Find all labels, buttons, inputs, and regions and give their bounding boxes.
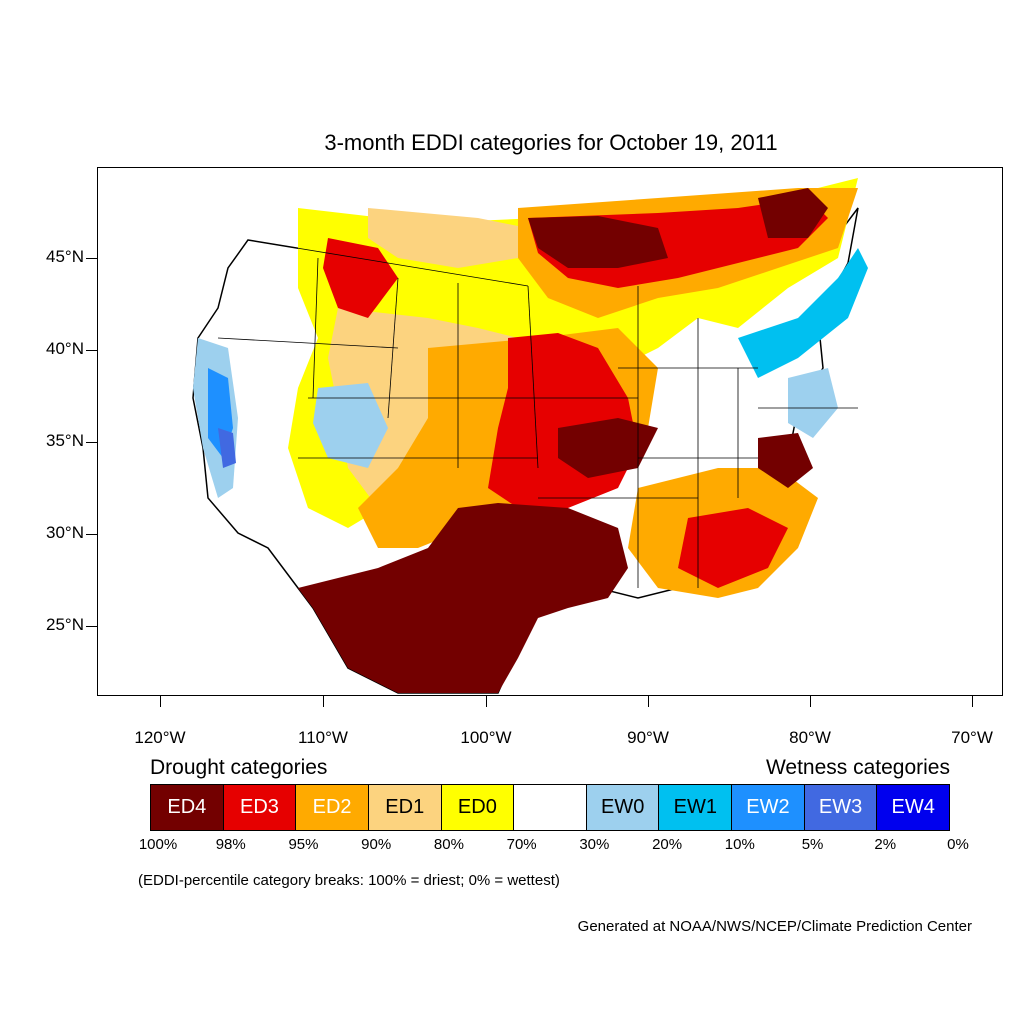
legend-cell-neutral: [514, 785, 587, 830]
percentile-label: 98%: [215, 836, 246, 853]
lat-label-25n: 25°N: [46, 615, 84, 634]
lon-tick: [972, 696, 973, 707]
lon-tick: [810, 696, 811, 707]
lon-label-100w: 100°W: [460, 728, 512, 747]
legend-cell-ew1: EW1: [659, 785, 733, 830]
legend-cell-ew0: EW0: [586, 785, 660, 830]
ed3-region-southeast: [678, 508, 788, 588]
lat-tick: [86, 350, 97, 351]
ed1-region-north: [368, 208, 528, 268]
legend-cell-ew4: EW4: [877, 785, 950, 830]
ew0-region-midatlantic: [788, 368, 838, 438]
percentile-label: 80%: [433, 836, 464, 853]
drought-heading: Drought categories: [150, 756, 328, 779]
ew3-region-california: [218, 428, 236, 468]
lon-label-70w: 70°W: [951, 728, 993, 747]
category-note: (EDDI-percentile category breaks: 100% =…: [138, 872, 560, 889]
percentile-label: 2%: [874, 836, 897, 853]
lat-label-35n: 35°N: [46, 431, 84, 450]
legend-colorbar: ED4 ED3 ED2 ED1 ED0 EW0 EW1 EW2 EW3 EW4: [150, 784, 950, 831]
ed4-region-texas: [298, 503, 628, 693]
lon-tick: [486, 696, 487, 707]
lon-label-120w: 120°W: [134, 728, 186, 747]
lat-tick: [86, 534, 97, 535]
percentile-label: 30%: [579, 836, 610, 853]
percentile-label: 100%: [138, 836, 178, 853]
ed4-region-ontario: [758, 188, 828, 238]
legend-cell-ed2: ED2: [296, 785, 369, 830]
lat-label-30n: 30°N: [46, 523, 84, 542]
ed4-region-minnesota: [528, 216, 668, 268]
lat-label-45n: 45°N: [46, 247, 84, 266]
eddi-map: [192, 178, 868, 694]
ed3-region-montana: [323, 238, 398, 318]
percentile-label: 5%: [801, 836, 824, 853]
lon-tick: [648, 696, 649, 707]
lat-label-40n: 40°N: [46, 339, 84, 358]
lat-tick: [86, 442, 97, 443]
percentile-label: 70%: [506, 836, 537, 853]
ew1-region-northeast: [738, 248, 868, 378]
wetness-heading: Wetness categories: [765, 756, 950, 779]
legend-cell-ed3: ED3: [223, 785, 297, 830]
percentile-label: 95%: [288, 836, 319, 853]
map-area: [97, 167, 1003, 696]
state-borders: [217, 239, 858, 588]
lon-tick: [160, 696, 161, 707]
lon-label-80w: 80°W: [789, 728, 831, 747]
legend-cell-ed0: ED0: [441, 785, 515, 830]
lon-label-90w: 90°W: [627, 728, 669, 747]
lat-tick: [86, 258, 97, 259]
ed4-region-ozarks: [558, 418, 658, 478]
map-title: 3-month EDDI categories for October 19, …: [324, 130, 778, 155]
percentile-label: 0%: [947, 836, 969, 853]
ed4-region-carolina: [758, 433, 813, 488]
lon-tick: [323, 696, 324, 707]
ew0-region-utah: [313, 383, 388, 468]
lon-label-110w: 110°W: [298, 728, 348, 747]
legend-cell-ed4: ED4: [151, 785, 224, 830]
legend-cell-ew2: EW2: [732, 785, 805, 830]
percentile-label: 20%: [652, 836, 683, 853]
legend-cell-ew3: EW3: [804, 785, 878, 830]
lat-tick: [86, 626, 97, 627]
legend-cell-ed1: ED1: [368, 785, 442, 830]
credit-line: Generated at NOAA/NWS/NCEP/Climate Predi…: [577, 918, 972, 935]
percentile-label: 90%: [361, 836, 392, 853]
percentile-label: 10%: [724, 836, 755, 853]
